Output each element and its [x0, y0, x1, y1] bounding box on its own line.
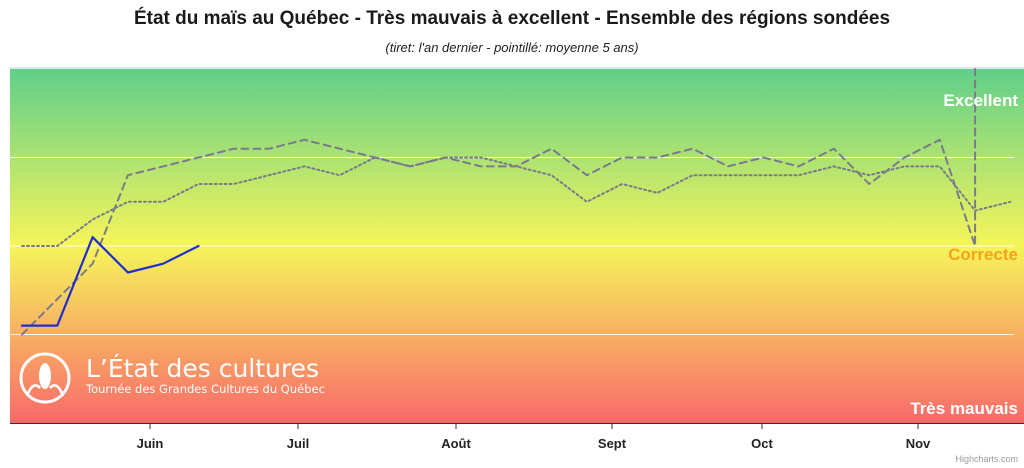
x-tick-label: Août: [441, 436, 471, 451]
x-tick-label: Juil: [287, 436, 309, 451]
band-label-tres-mauvais: Très mauvais: [910, 399, 1018, 418]
logo-title: L’État des cultures: [86, 354, 319, 383]
credits-link[interactable]: Highcharts.com: [955, 454, 1018, 464]
band-label-excellent: Excellent: [943, 91, 1018, 110]
x-axis: Juin Juil Août Sept Oct Nov: [10, 423, 1024, 451]
x-tick-label: Oct: [751, 436, 773, 451]
logo: L’État des cultures Tournée des Grandes …: [19, 352, 325, 404]
x-tick-label: Juin: [137, 436, 164, 451]
grid-lines: [10, 67, 1024, 335]
band-label-correcte: Correcte: [948, 245, 1018, 264]
logo-subtitle: Tournée des Grandes Cultures du Québec: [85, 382, 325, 396]
x-tick-label: Nov: [906, 436, 931, 451]
chart-title: État du maïs au Québec - Très mauvais à …: [133, 8, 891, 29]
logo-circle-icon: [19, 352, 71, 404]
corn-icon: [39, 363, 51, 389]
chart-subtitle: (tiret: l'an dernier - pointillé: moyenn…: [385, 40, 639, 55]
leaf-icon: [25, 384, 65, 397]
series-line-solid: [20, 236, 200, 327]
series-layer: [20, 68, 1012, 336]
series-line-dashed: [21, 68, 977, 336]
x-tick-label: Sept: [598, 436, 627, 451]
